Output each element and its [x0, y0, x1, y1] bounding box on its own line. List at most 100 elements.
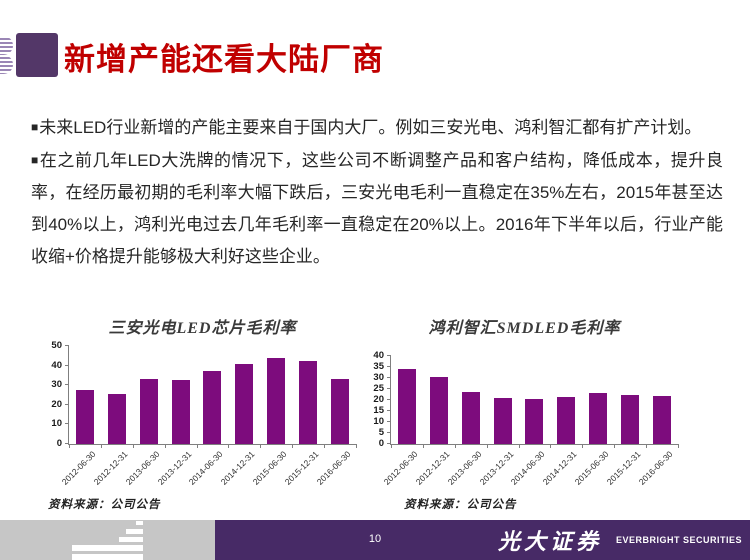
x-tick-label: 2016-06-30: [636, 449, 675, 487]
x-tick-mark: [678, 444, 679, 448]
x-tick-mark: [164, 444, 166, 448]
bar: [330, 379, 349, 444]
x-tick-mark: [292, 444, 294, 448]
x-tick-label: 2015-06-30: [250, 449, 289, 487]
everbright-footer-logo-graphic: [0, 520, 215, 560]
y-tick-label: 10: [373, 416, 384, 427]
logo-step: [72, 554, 143, 560]
x-tick-mark: [582, 444, 584, 448]
logo-step: [136, 521, 143, 525]
y-tick-mark: [387, 366, 391, 367]
x-tick-mark: [324, 444, 326, 448]
y-tick-mark: [65, 443, 69, 444]
logo-stripe-bump: [0, 55, 13, 74]
bar: [652, 395, 671, 444]
bar: [171, 380, 190, 444]
bar: [621, 394, 640, 444]
bars: [391, 356, 678, 444]
bullet-paragraph: ■在之前几年LED大洗牌的情况下，这些公司不断调整产品和客户结构，降低成本，提升…: [31, 144, 723, 273]
x-tick-mark: [260, 444, 262, 448]
paragraph-text: 未来LED行业新增的产能主要来自于国内大厂。例如三安光电、鸿利智汇都有扩产计划。: [39, 118, 702, 137]
y-tick-label: 30: [373, 372, 384, 383]
bar: [557, 396, 576, 444]
brand-english: EVERBRIGHT SECURITIES: [615, 535, 742, 545]
x-tick-label: 2012-06-30: [381, 449, 420, 487]
bullet-marker: ■: [31, 120, 39, 134]
bar: [139, 379, 158, 444]
y-tick-mark: [387, 410, 391, 411]
y-tick-mark: [387, 399, 391, 400]
slide-title: 新增产能还看大陆厂商: [64, 42, 384, 77]
x-tick-mark: [518, 444, 520, 448]
bullet-paragraph: ■未来LED行业新增的产能主要来自于国内大厂。例如三安光电、鸿利智汇都有扩产计划…: [31, 111, 723, 144]
x-tick-label: 2015-12-31: [282, 449, 321, 487]
x-tick-mark: [100, 444, 102, 448]
y-tick-mark: [387, 421, 391, 422]
y-tick-label: 30: [51, 379, 62, 391]
chart-title: 鸿利智汇SMDLED毛利率: [428, 320, 621, 337]
page-number: 10: [368, 533, 382, 545]
y-tick-mark: [65, 423, 69, 425]
y-tick-label: 20: [51, 398, 62, 410]
y-tick-label: 5: [378, 427, 384, 438]
y-tick-label: 50: [51, 340, 62, 351]
bars: [69, 346, 356, 444]
everbright-logo-mark: [0, 33, 60, 77]
chart-source: 资料来源：公司公告: [404, 499, 517, 511]
footer-bar: 10 光大证券 EVERBRIGHT SECURITIES: [0, 520, 750, 560]
bar: [461, 392, 480, 444]
logo-step: [119, 537, 143, 542]
paragraph-text: 在之前几年LED大洗牌的情况下，这些公司不断调整产品和客户结构，降低成本，提升良…: [31, 151, 723, 266]
bar: [203, 371, 222, 444]
x-tick-mark: [454, 444, 456, 448]
y-tick-label: 40: [373, 350, 384, 361]
bar: [299, 360, 318, 444]
bar: [75, 390, 94, 444]
x-tick-mark: [614, 444, 616, 448]
y-tick-mark: [65, 364, 69, 366]
x-axis-labels: 2012-06-30 2012-12-31 2013-06-30 2013-12-31…: [382, 445, 677, 493]
y-tick-mark: [65, 403, 69, 405]
x-tick-mark: [422, 444, 424, 448]
x-tick-label: 2012-06-30: [59, 449, 98, 487]
y-tick-label: 40: [51, 359, 62, 371]
bar: [235, 363, 254, 444]
logo-stripes-icon: [0, 36, 13, 74]
plot-area: 0 10 20 30 40 50: [51, 340, 357, 449]
bar: [267, 357, 286, 444]
y-tick-label: 10: [51, 418, 62, 430]
x-tick-mark: [228, 444, 230, 448]
bullet-marker: ■: [31, 153, 39, 167]
y-tick-label: 0: [378, 438, 384, 449]
logo-step: [72, 545, 143, 551]
chart-title: 三安光电LED芯片毛利率: [108, 320, 297, 337]
y-tick-label: 35: [373, 361, 384, 372]
y-tick-label: 0: [56, 438, 62, 449]
x-tick-mark: [646, 444, 648, 448]
logo-step: [126, 529, 143, 534]
logo-stripe-bump: [0, 36, 13, 55]
x-tick-mark: [132, 444, 134, 448]
y-tick-mark: [65, 384, 69, 386]
chart-sanan-gross-margin: 三安光电LED芯片毛利率 0 10 20 30 40 50 2012-06-30 2012-…: [40, 310, 365, 511]
y-tick-mark: [387, 388, 391, 389]
y-tick-mark: [387, 355, 391, 356]
y-tick-mark: [387, 377, 391, 378]
x-tick-mark: [196, 444, 198, 448]
x-axis-labels: 2012-06-30 2012-12-31 2013-06-30 2013-12-31…: [60, 445, 355, 493]
y-tick-mark: [65, 345, 69, 346]
bar: [493, 397, 512, 444]
brand-chinese: 光大证券: [497, 529, 602, 554]
x-tick-mark: [550, 444, 552, 448]
body-text: ■未来LED行业新增的产能主要来自于国内大厂。例如三安光电、鸿利智汇都有扩产计划…: [31, 111, 723, 273]
x-tick-label: 2015-12-31: [604, 449, 643, 487]
plot-area: 0 5 10 15 20 25 30 35 40: [373, 350, 679, 449]
bar: [525, 398, 544, 444]
y-tick-label: 25: [373, 383, 384, 394]
x-tick-mark: [69, 444, 70, 448]
y-tick-mark: [387, 432, 391, 433]
x-tick-label: 2016-06-30: [314, 449, 353, 487]
x-tick-mark: [391, 444, 392, 448]
y-tick-label: 20: [373, 394, 384, 405]
